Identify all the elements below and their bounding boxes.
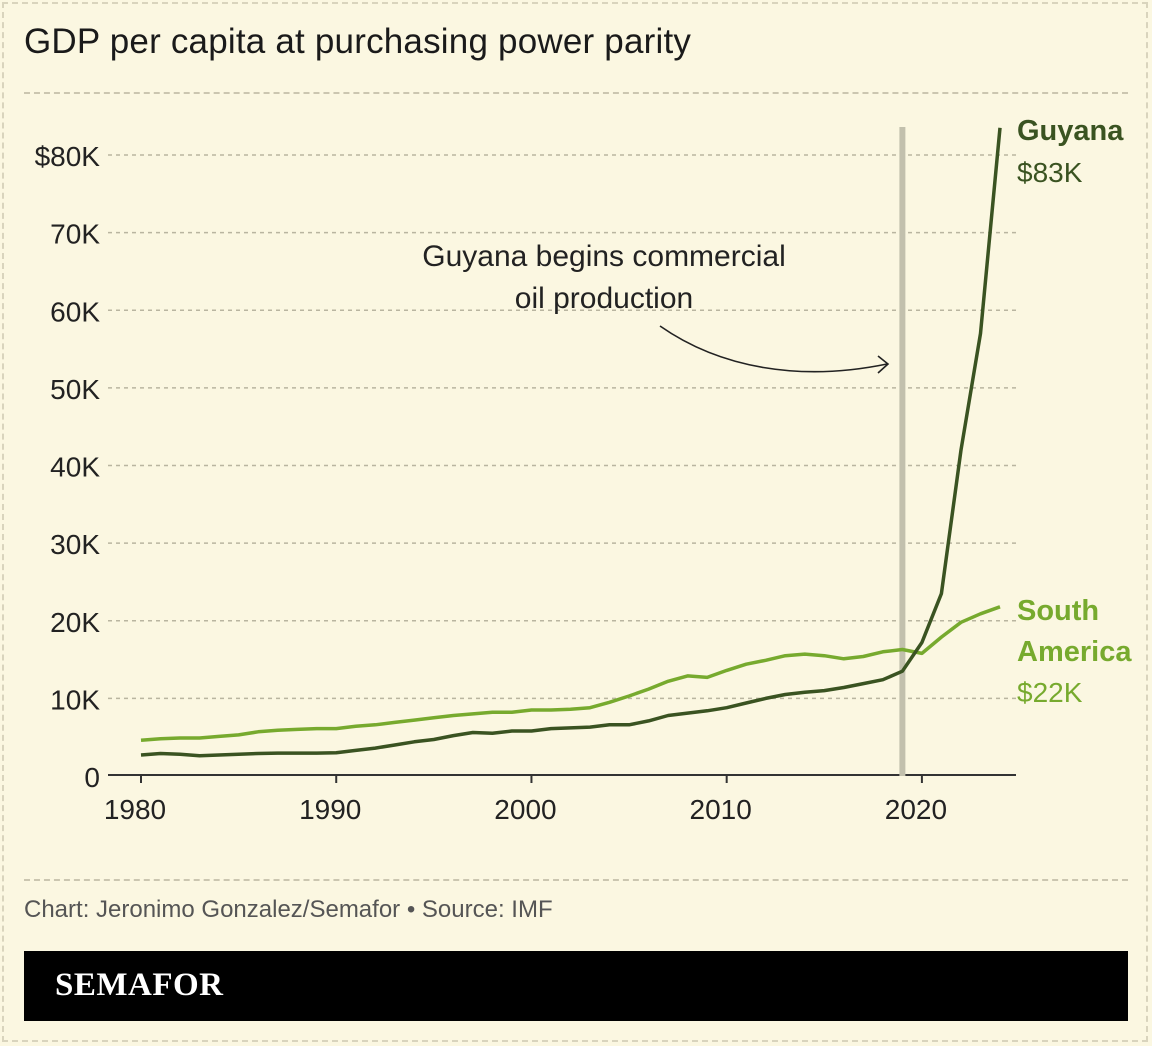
y-tick-label: 40K	[50, 452, 100, 483]
brand-logo: SEMAFOR	[55, 967, 224, 1003]
south-america-line	[140, 605, 1001, 743]
x-tick-label: 2020	[885, 794, 947, 825]
south-america-end-value: $22K	[1017, 677, 1083, 708]
south-america-series-label-line2: America	[1017, 636, 1132, 668]
annotation-arrowhead	[877, 355, 890, 374]
south-america-series-label-line1: South	[1017, 595, 1099, 627]
chart-credit: Chart: Jeronimo Gonzalez/Semafor • Sourc…	[24, 896, 553, 923]
y-tick-label: 0	[84, 762, 100, 793]
x-tick-label: 2000	[494, 794, 556, 825]
y-tick-label: 70K	[50, 219, 100, 250]
title-divider	[24, 92, 1128, 94]
brand-bar: SEMAFOR	[24, 951, 1128, 1021]
x-tick-label: 1980	[104, 794, 166, 825]
guyana-end-value: $83K	[1017, 157, 1083, 188]
y-tick-label: 30K	[50, 529, 100, 560]
y-tick-label: $80K	[35, 141, 101, 172]
guyana-line	[140, 127, 1002, 758]
guyana-series-label: Guyana	[1017, 115, 1124, 147]
annotation-line-2: oil production	[515, 282, 693, 315]
y-axis-ticks: 0 10K 20K 30K 40K 50K 60K 70K $80K	[35, 141, 101, 793]
chart-plot: 0 10K 20K 30K 40K 50K 60K 70K $80K 1980 1990 2000 2…	[35, 115, 1133, 825]
x-axis-ticks: 1980 1990 2000 2010 2020	[104, 775, 947, 825]
y-tick-label: 10K	[50, 684, 100, 715]
x-tick-label: 2010	[690, 794, 752, 825]
annotation-arrow	[659, 325, 888, 373]
y-tick-label: 20K	[50, 607, 100, 638]
gridlines	[108, 154, 1016, 700]
footer-divider	[24, 879, 1128, 881]
y-tick-label: 50K	[50, 374, 100, 405]
x-tick-label: 1990	[299, 794, 361, 825]
chart-title: GDP per capita at purchasing power parit…	[24, 22, 692, 61]
y-tick-label: 60K	[50, 296, 100, 327]
annotation-line-1: Guyana begins commercial	[422, 240, 786, 273]
